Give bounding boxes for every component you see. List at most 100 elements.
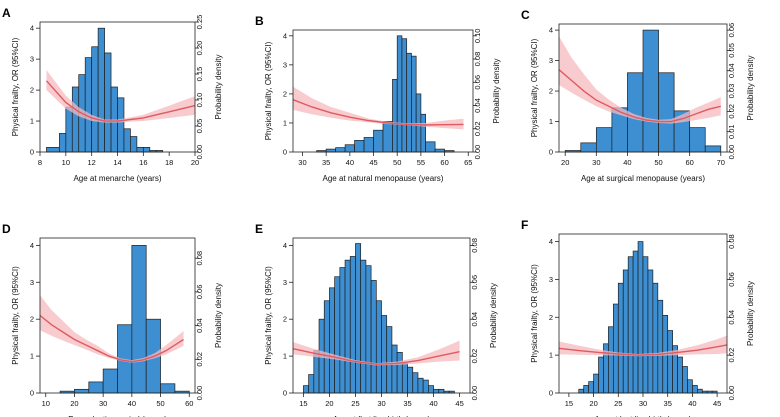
histogram-bar: [349, 256, 356, 394]
x-tick-label: 20: [325, 399, 333, 408]
y-left-tick-label: 0: [283, 389, 287, 398]
y-left-tick-label: 4: [30, 241, 34, 250]
x-axis-label: Age at surgical menopause (years): [581, 174, 705, 183]
x-tick-label: 10: [62, 158, 70, 167]
y-right-tick-label: 0.04: [470, 312, 479, 327]
histogram-bar: [696, 388, 703, 394]
histogram-bar: [632, 250, 639, 394]
histogram-bar: [65, 106, 73, 153]
histogram-bar: [334, 276, 341, 394]
y-right-tick-label: 0.06: [727, 272, 736, 287]
x-axis-label: Age at last live birth (years): [595, 415, 692, 417]
y-left-tick-label: 1: [283, 118, 287, 127]
y-right-tick-label: 0.00: [195, 145, 204, 160]
x-axis-label: Age at natural menopause (years): [323, 174, 444, 183]
panel-B: 0 1 2 3 4 0.00 0.02 0.04 0.06 0.08 0.10 30 35 40 45 50 5…: [255, 14, 501, 183]
y-right-axis-label: Probability density: [746, 56, 755, 121]
or-curve: [558, 344, 728, 356]
x-tick-label: 60: [685, 158, 693, 167]
x-axis-label: Age at first live birth (years): [333, 415, 431, 417]
histogram-bar: [117, 97, 125, 153]
y-left-tick-label: 0: [549, 148, 553, 157]
histogram-bar: [433, 388, 440, 394]
x-tick-label: 30: [377, 399, 385, 408]
y-right-tick-label: 0.06: [195, 285, 204, 300]
y-left-tick-label: 4: [30, 24, 34, 33]
histogram-bar: [652, 282, 659, 394]
histogram-bar: [642, 29, 659, 153]
y-left-tick-label: 3: [283, 278, 287, 287]
histogram-bar: [682, 366, 688, 394]
histogram-bar: [595, 127, 613, 153]
histogram-bar: [411, 55, 417, 153]
y-right-tick-label: 0.05: [727, 43, 736, 58]
histogram-bar: [131, 245, 147, 394]
y-left-axis-label: Physical frailty, OR (95%CI): [530, 38, 539, 137]
y-left-tick-label: 1: [549, 351, 553, 360]
histogram-bar: [692, 385, 698, 394]
x-tick-label: 45: [369, 158, 377, 167]
histogram-bar: [407, 366, 414, 394]
y-right-tick-label: 0.00: [727, 145, 736, 160]
histogram-bar: [354, 140, 365, 153]
histogram-bar: [704, 145, 722, 153]
histogram-bar: [339, 267, 346, 394]
panel-C: 0 1 2 3 4 0.00 0.01 0.02 0.03 0.04 0.05 0.06 20 30 40 5…: [521, 8, 755, 183]
x-tick-label: 18: [165, 158, 173, 167]
x-tick-label: 35: [664, 399, 672, 408]
histogram-bar: [365, 265, 372, 394]
y-left-tick-label: 1: [30, 117, 34, 126]
histogram-bar: [130, 136, 138, 153]
x-tick-label: 40: [128, 399, 136, 408]
histogram-bar: [396, 352, 403, 394]
x-axis-label: Age at menarche (years): [73, 174, 161, 183]
y-right-tick-label: 0.08: [470, 238, 479, 253]
y-right-axis-label: Probability density: [214, 55, 223, 120]
x-tick-label: 35: [322, 158, 330, 167]
histogram-bar: [578, 388, 585, 394]
y-right-tick-label: 0.25: [195, 15, 204, 30]
y-right-tick-label: 0.06: [727, 23, 736, 38]
x-axis-label: Reproductive period (years): [68, 415, 167, 417]
or-curve: [292, 99, 464, 126]
x-tick-label: 30: [99, 399, 107, 408]
y-right-tick-label: 0.02: [195, 352, 204, 367]
x-tick-label: 30: [592, 158, 600, 167]
histogram-bar: [598, 356, 604, 394]
y-right-tick-label: 0.08: [195, 251, 204, 266]
x-tick-label: 8: [38, 158, 42, 167]
y-right-tick-label: 0.20: [195, 41, 204, 56]
histogram-bar: [637, 241, 644, 394]
y-right-tick-label: 0.06: [470, 275, 479, 290]
y-right-tick-label: 0.10: [473, 29, 482, 44]
histogram-bar: [428, 385, 434, 394]
y-left-tick-label: 4: [549, 26, 553, 35]
histogram-bar: [329, 287, 336, 394]
x-tick-label: 50: [156, 399, 164, 408]
y-left-tick-label: 2: [283, 315, 287, 324]
y-right-axis-label: Probability density: [492, 59, 501, 124]
histogram-bar: [303, 385, 309, 394]
or-curve: [292, 348, 460, 365]
ci-band: [40, 295, 184, 363]
histogram-bar: [344, 144, 355, 153]
y-right-tick-label: 0.00: [470, 386, 479, 401]
ci-band: [293, 340, 460, 366]
panel-D: 0 1 2 3 4 0.00 0.02 0.04 0.06 0.08 10 20 30 40 50 60 Rep…: [2, 222, 223, 417]
plot-frame: [558, 23, 728, 153]
histogram-bar: [88, 381, 104, 394]
panel-label: A: [2, 6, 11, 20]
histogram-bar: [91, 46, 99, 153]
histogram-bar: [360, 259, 367, 394]
x-tick-label: 20: [561, 158, 569, 167]
y-left-tick-label: 3: [283, 60, 287, 69]
histogram-bar: [689, 127, 706, 153]
y-left-axis-label: Physical frailty, OR (95%CI): [264, 266, 273, 365]
histogram-bar: [425, 141, 436, 153]
x-tick-label: 15: [299, 399, 307, 408]
x-tick-label: 40: [688, 399, 696, 408]
y-left-tick-label: 2: [283, 89, 287, 98]
y-left-tick-label: 3: [30, 278, 34, 287]
x-tick-label: 25: [614, 399, 622, 408]
